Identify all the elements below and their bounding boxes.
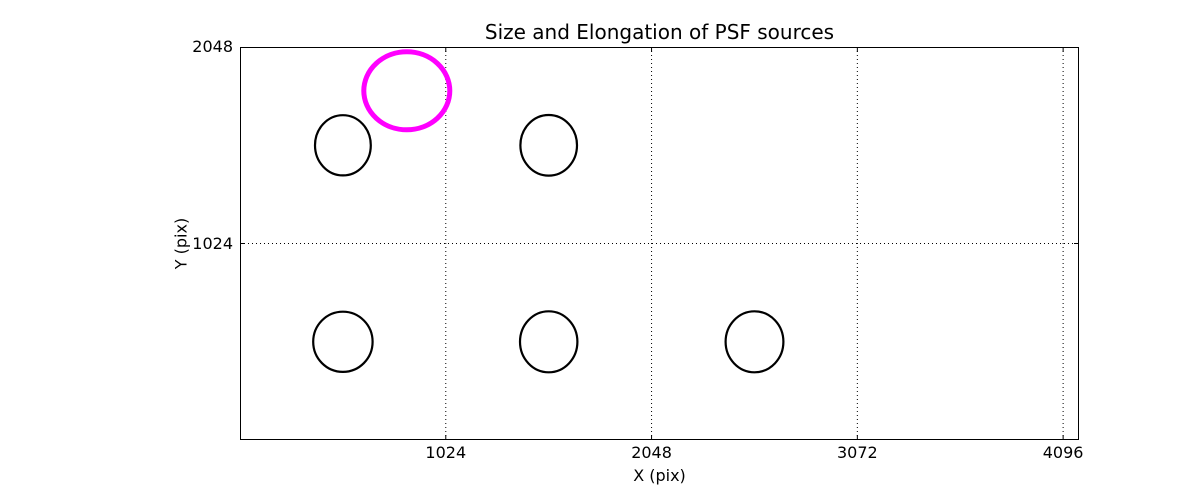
chart-title: Size and Elongation of PSF sources xyxy=(484,20,835,44)
plot-area xyxy=(240,47,1079,440)
x-tick-label: 3072 xyxy=(836,443,878,462)
x-tick-label: 2048 xyxy=(631,443,672,462)
axes-spines xyxy=(240,47,1079,440)
psf-source-ellipse xyxy=(724,310,785,374)
psf-source-ellipse xyxy=(312,310,374,373)
psf-source-ellipse xyxy=(518,310,579,374)
y-tick-label: 2048 xyxy=(192,37,233,56)
x-axis-label: X (pix) xyxy=(633,466,686,485)
x-tick-label: 1024 xyxy=(425,443,467,462)
psf-source-ellipse xyxy=(313,114,372,177)
psf-source-ellipse xyxy=(519,113,579,177)
x-tick-label: 4096 xyxy=(1042,443,1084,462)
highlighted-source-ellipse xyxy=(361,49,453,133)
y-tick-label: 1024 xyxy=(192,233,233,253)
plot-svg xyxy=(240,47,1079,440)
